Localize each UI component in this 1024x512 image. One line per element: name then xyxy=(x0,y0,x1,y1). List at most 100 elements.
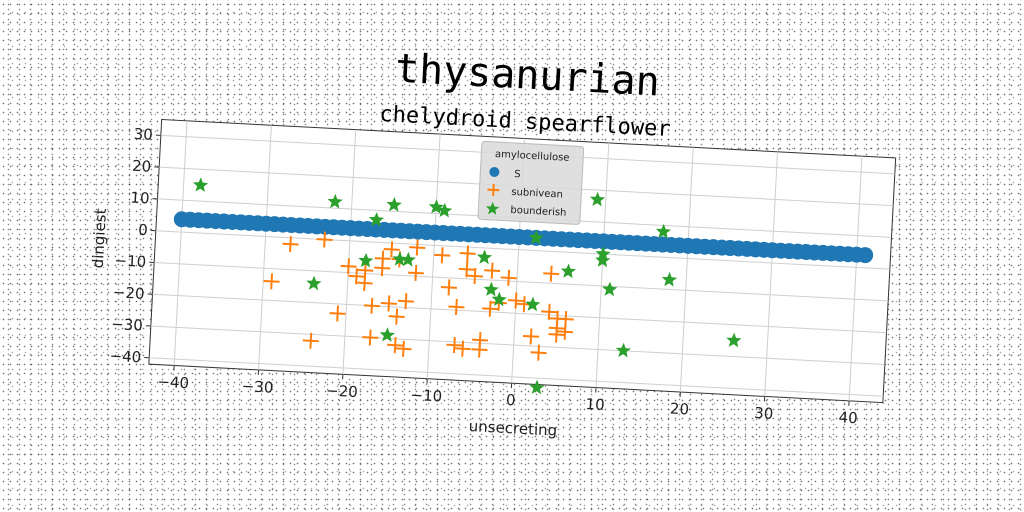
gridlines xyxy=(144,120,895,406)
point-bounderish xyxy=(602,281,618,297)
point-subnivean xyxy=(434,247,451,264)
x-tick-label: 40 xyxy=(838,408,858,427)
point-subnivean xyxy=(548,326,565,343)
point-subnivean xyxy=(530,344,547,361)
point-subnivean xyxy=(388,308,405,325)
point-s xyxy=(857,247,874,264)
point-subnivean xyxy=(380,295,397,312)
point-bounderish xyxy=(437,202,453,218)
point-bounderish xyxy=(615,342,632,358)
point-subnivean xyxy=(316,231,333,248)
x-tick-label: 10 xyxy=(585,395,605,414)
y-tick-label: 30 xyxy=(133,125,153,144)
legend-box xyxy=(477,140,585,225)
point-subnivean xyxy=(543,265,560,282)
y-gridline xyxy=(152,293,887,334)
point-subnivean xyxy=(340,258,357,275)
x-tick-label: 0 xyxy=(505,391,515,409)
point-bounderish xyxy=(392,251,408,267)
y-gridline xyxy=(155,230,890,270)
point-subnivean xyxy=(500,269,517,286)
point-bounderish xyxy=(661,271,678,287)
point-subnivean xyxy=(446,337,463,354)
x-gridline xyxy=(595,142,610,388)
tick-labels: −40 −30 −20 −10 0 10 20 30 40 −40 −30 −20 −10 0 10 20 30 xyxy=(109,125,858,427)
point-subnivean xyxy=(440,279,457,296)
point-bounderish xyxy=(560,263,576,279)
y-tick-label: 20 xyxy=(132,157,152,176)
point-bounderish xyxy=(529,379,545,395)
x-gridline xyxy=(764,151,779,397)
point-subnivean xyxy=(362,329,379,346)
point-bounderish xyxy=(655,223,672,239)
legend-label-bounderish: bounderish xyxy=(510,205,567,219)
point-bounderish xyxy=(726,332,742,348)
point-bounderish xyxy=(428,199,444,214)
point-subnivean xyxy=(507,292,524,309)
point-subnivean xyxy=(459,245,476,262)
point-subnivean xyxy=(395,340,412,357)
point-subnivean xyxy=(522,328,540,345)
legend-marker-bounderish xyxy=(485,201,500,215)
point-subnivean xyxy=(484,262,501,279)
point-subnivean xyxy=(541,303,558,320)
point-subnivean xyxy=(363,297,380,314)
x-tick-label: −40 xyxy=(157,373,190,393)
point-subnivean xyxy=(458,261,475,278)
y-axis-label: dingiest xyxy=(89,208,110,269)
point-subnivean xyxy=(454,340,471,357)
y-tick-label: −30 xyxy=(111,315,144,335)
y-tick-label: −40 xyxy=(109,347,142,367)
x-tick-label: 20 xyxy=(669,399,689,418)
point-subnivean xyxy=(263,273,280,290)
y-gridline xyxy=(149,357,884,397)
point-subnivean xyxy=(348,268,365,285)
x-gridline xyxy=(342,129,357,375)
point-bounderish xyxy=(358,252,374,268)
point-subnivean xyxy=(374,260,391,277)
point-subnivean xyxy=(557,311,574,328)
point-subnivean xyxy=(471,341,488,358)
point-subnivean xyxy=(407,264,424,282)
plot-area: −40 −30 −20 −10 0 10 20 30 40 −40 −30 −20 −10 0 10 20 30 xyxy=(109,118,897,427)
x-tick-label: −10 xyxy=(410,386,443,406)
y-tick-label: 10 xyxy=(130,189,150,208)
plot-frame xyxy=(148,118,897,404)
y-tick-label: 0 xyxy=(138,221,148,239)
point-subnivean xyxy=(482,300,499,317)
x-gridline xyxy=(258,125,272,370)
point-subnivean xyxy=(387,337,404,354)
point-bounderish xyxy=(491,291,507,307)
point-bounderish xyxy=(368,211,385,227)
y-tick-label: −10 xyxy=(114,251,147,271)
point-bounderish xyxy=(193,177,209,192)
point-bounderish xyxy=(386,196,402,212)
point-subnivean xyxy=(356,275,373,292)
point-bounderish xyxy=(595,252,611,268)
point-subnivean xyxy=(329,305,346,322)
point-bounderish xyxy=(483,281,499,297)
x-gridline xyxy=(848,156,863,401)
legend-title: amylocellulose xyxy=(495,149,570,164)
point-subnivean xyxy=(383,241,400,258)
y-gridline xyxy=(150,325,885,365)
legend-marker-s xyxy=(489,166,500,177)
legend-marker-subnivean xyxy=(487,183,500,196)
legend-label-subnivean: subnivean xyxy=(511,187,563,201)
legend-label-s: S xyxy=(514,169,521,180)
chart-title: thysanurian xyxy=(394,46,661,106)
y-gridline xyxy=(154,261,889,302)
point-subnivean xyxy=(409,239,426,256)
point-bounderish xyxy=(327,193,343,209)
data-marks xyxy=(173,177,874,395)
point-subnivean xyxy=(466,268,483,285)
point-bounderish xyxy=(400,251,416,267)
x-axis-label: unsecreting xyxy=(468,417,557,440)
point-subnivean xyxy=(282,236,299,253)
point-bounderish xyxy=(476,249,493,265)
point-bounderish xyxy=(379,327,396,342)
y-tick-label: −20 xyxy=(112,283,145,303)
x-tick-label: 30 xyxy=(754,404,774,423)
point-subnivean xyxy=(397,293,414,310)
